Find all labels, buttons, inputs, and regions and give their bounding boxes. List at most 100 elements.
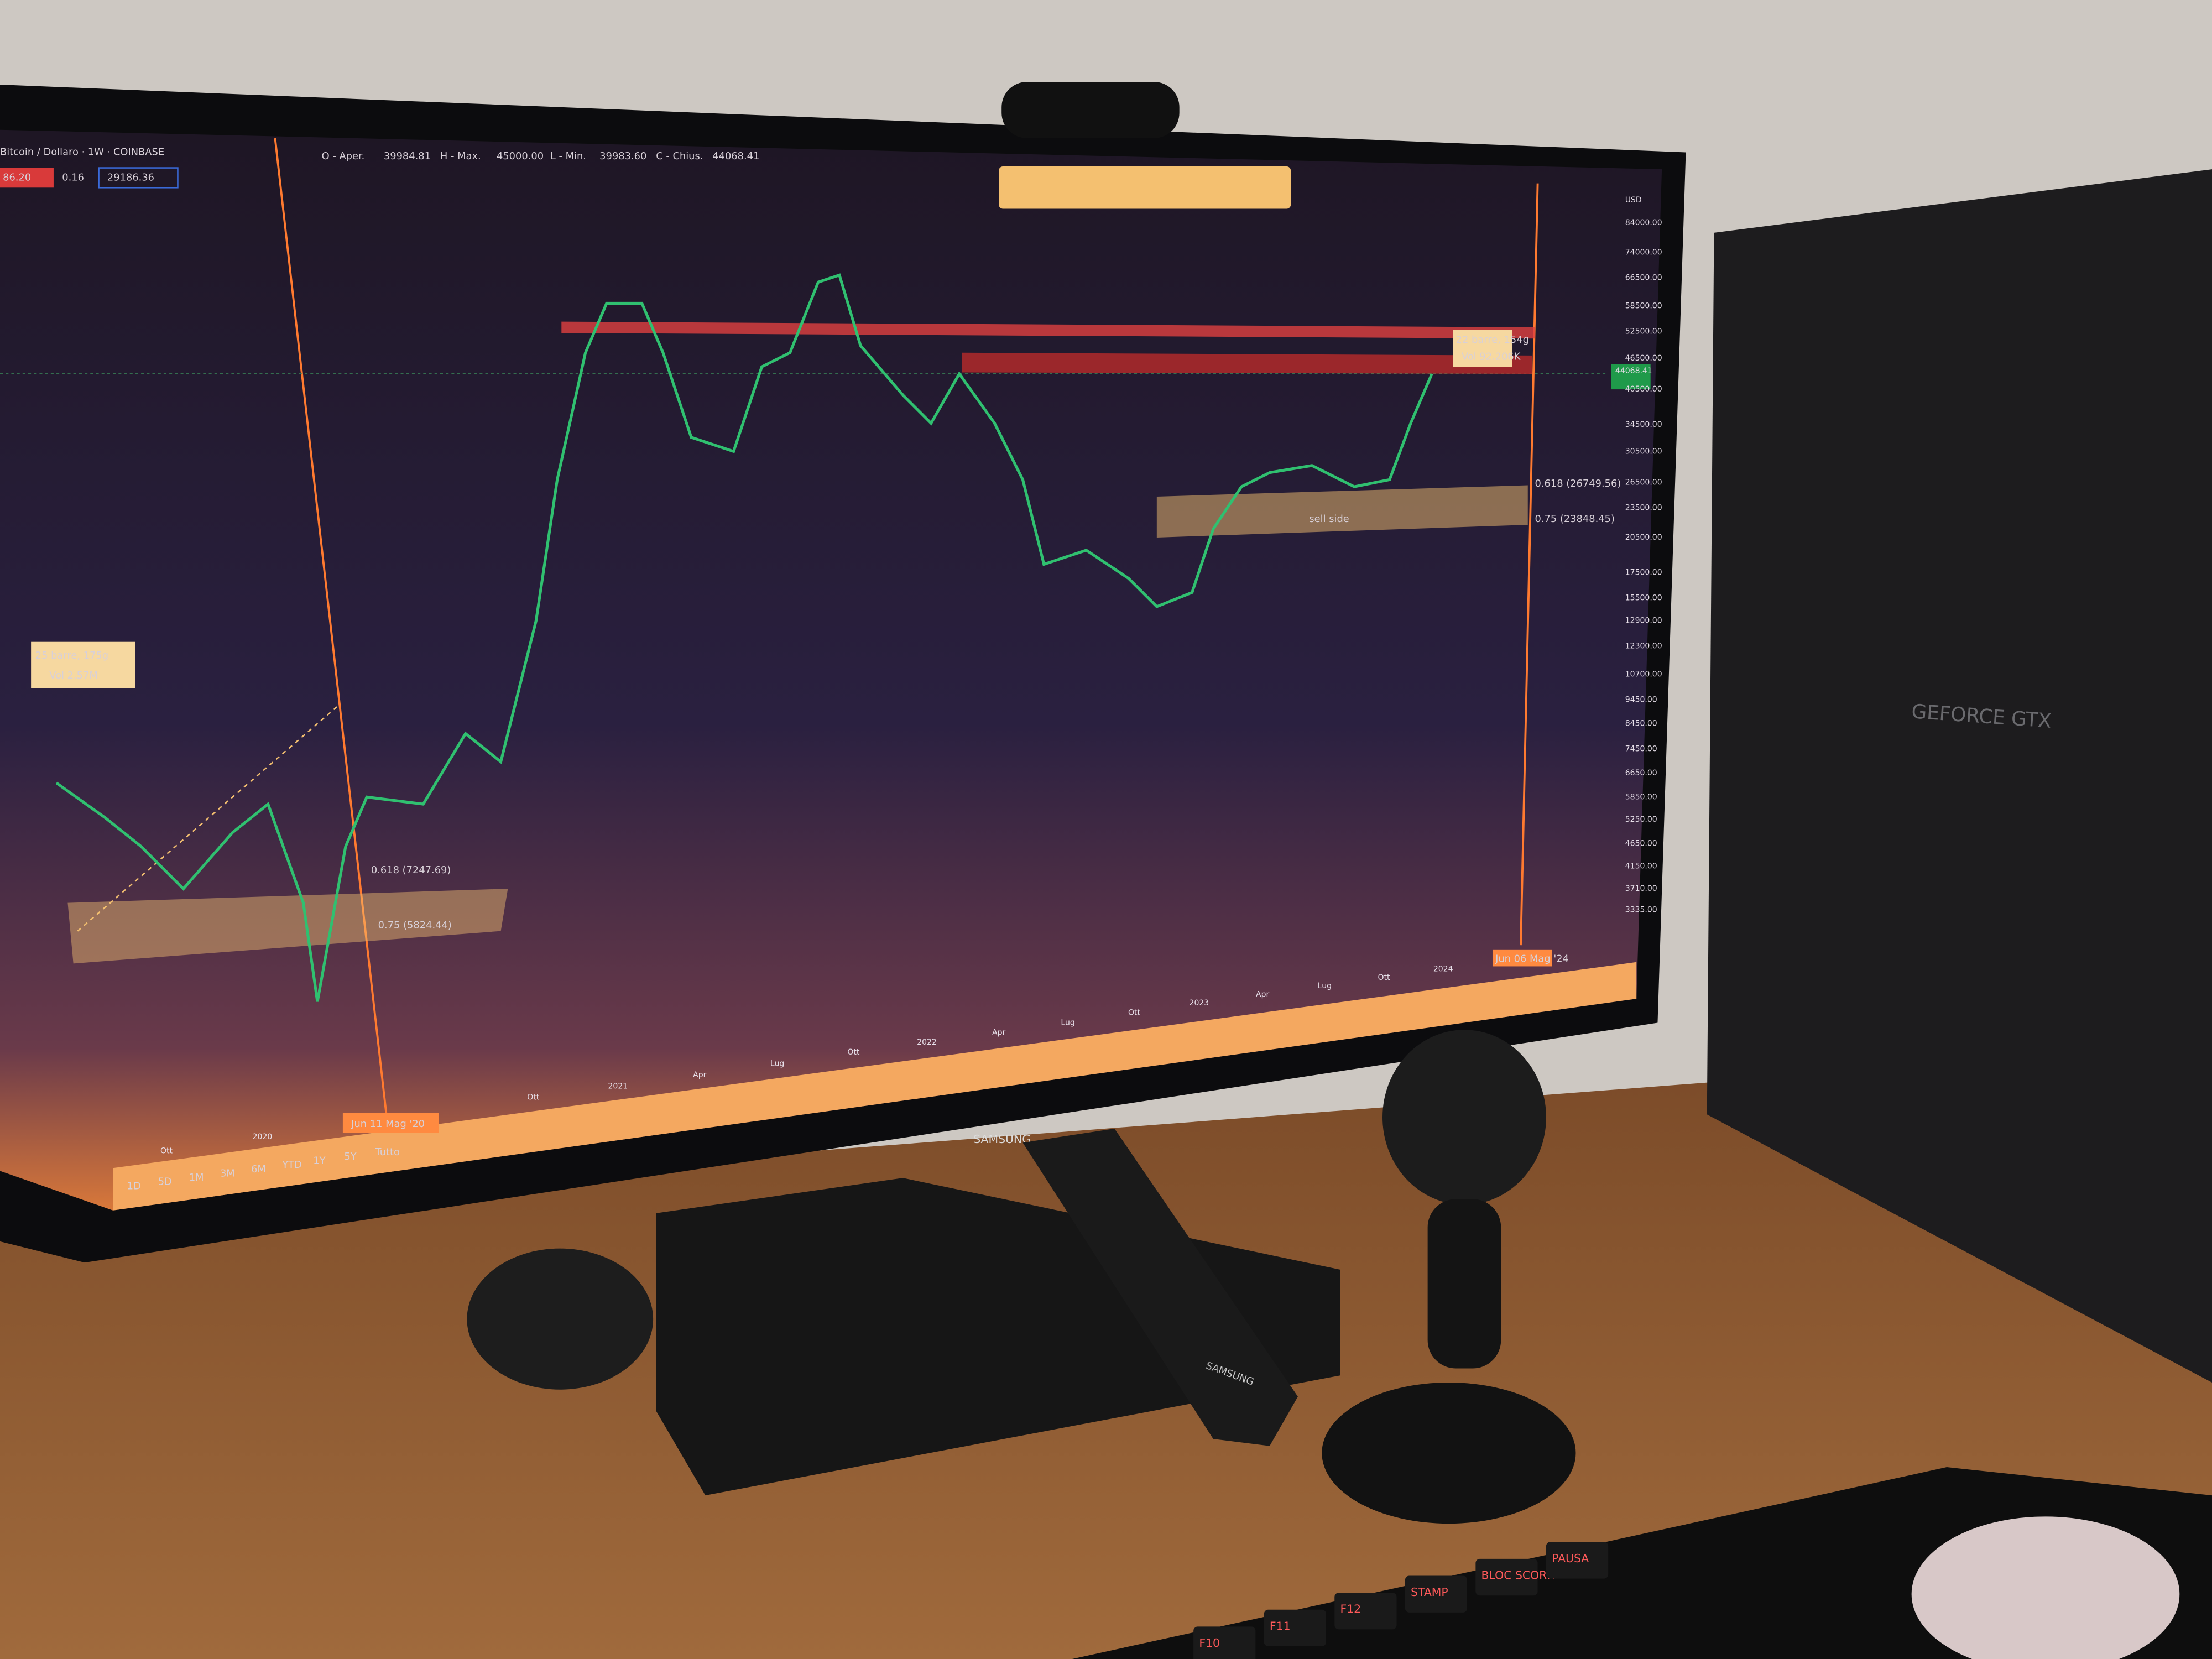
price-label: 10700.00: [1625, 670, 1662, 679]
monitor-brand: SAMSUNG: [973, 1133, 1031, 1146]
microphone-body: [1427, 1199, 1501, 1369]
cursor-left: Jun 11 Mag '20: [351, 1118, 425, 1130]
period-button[interactable]: YTD: [281, 1159, 302, 1171]
time-label: Lug: [1061, 1018, 1074, 1027]
key-label: STAMP: [1411, 1585, 1448, 1599]
price-label: 7450.00: [1625, 745, 1657, 754]
period-button[interactable]: 1Y: [313, 1155, 325, 1166]
microphone-base: [1322, 1383, 1576, 1524]
price-label: 84000.00: [1625, 218, 1662, 227]
measure-bars: 22 barre, 154g: [1456, 334, 1529, 346]
time-label: Ott: [1378, 973, 1391, 982]
measure-box: [1453, 330, 1512, 367]
period-button[interactable]: 3M: [220, 1167, 235, 1179]
ohlc-high-label: H - Max.: [440, 150, 481, 162]
key-label: F12: [1340, 1603, 1361, 1616]
time-label: Apr: [1256, 990, 1269, 999]
price-label: 17500.00: [1625, 568, 1662, 577]
buy-price: 29186.36: [107, 171, 154, 183]
ohlc-open: 39984.81: [384, 150, 431, 162]
time-label: 2022: [917, 1038, 937, 1047]
key-label: BLOC SCORR: [1481, 1568, 1555, 1582]
last-price-tag: [1611, 364, 1651, 390]
period-button[interactable]: Tutto: [375, 1146, 400, 1158]
mouse: [1911, 1516, 2180, 1659]
price-label: 4650.00: [1625, 839, 1657, 848]
period-button[interactable]: 6M: [251, 1164, 266, 1175]
time-label: Ott: [1128, 1009, 1141, 1018]
fib-label: 0.618 (26749.56): [1535, 478, 1621, 489]
time-label: Lug: [770, 1059, 784, 1068]
ohlc-high: 45000.00: [497, 150, 544, 162]
measure-volume: Vol 2.57M: [49, 670, 97, 681]
zone-label: sell side: [1309, 513, 1349, 525]
symbol: Bitcoin / Dollaro · 1W · COINBASE: [0, 147, 164, 158]
buy-box: [98, 167, 179, 189]
key-label: PAUSA: [1552, 1552, 1589, 1565]
period-button[interactable]: 5D: [158, 1176, 172, 1188]
price-label: 74000.00: [1625, 248, 1662, 257]
time-label: Ott: [527, 1093, 540, 1102]
pc-case: [1707, 169, 2212, 1383]
key: [1334, 1593, 1397, 1630]
time-label: Apr: [693, 1071, 706, 1079]
period-button[interactable]: 1D: [127, 1180, 141, 1192]
time-label: 2023: [1190, 999, 1209, 1008]
price-label: 15500.00: [1625, 594, 1662, 603]
time-label: 2021: [608, 1082, 628, 1091]
ohlc-low-label: L - Min.: [550, 150, 586, 162]
key-label: F11: [1270, 1619, 1291, 1632]
price-label: 20500.00: [1625, 533, 1662, 542]
price-label: 52500.00: [1625, 327, 1662, 336]
price-label: 26500.00: [1625, 478, 1662, 487]
fib-label: 0.75 (23848.45): [1535, 513, 1615, 525]
price-label: 58500.00: [1625, 302, 1662, 311]
price-label: 66500.00: [1625, 274, 1662, 283]
price-label: 3335.00: [1625, 905, 1657, 914]
ohlc-close-label: C - Chius.: [656, 150, 703, 162]
ohlc-low: 39983.60: [599, 150, 646, 162]
price-label: 3710.00: [1625, 884, 1657, 893]
time-label: Apr: [992, 1028, 1005, 1037]
price-label: 46500.00: [1625, 354, 1662, 363]
price-label: 9450.00: [1625, 695, 1657, 704]
measure-bars: 25 barre, 175g: [35, 650, 108, 661]
ohlc-open-label: O - Aper.: [322, 150, 365, 162]
price-label: 40500.00: [1625, 385, 1662, 394]
fib-zone: [67, 889, 508, 964]
trend-line: [77, 705, 340, 932]
sell-box: [0, 168, 54, 188]
drawing-toolbar[interactable]: [999, 166, 1291, 209]
price-label: 8450.00: [1625, 719, 1657, 728]
screen: [0, 129, 1662, 1211]
fib-label: 0.618 (7247.69): [371, 864, 451, 876]
last-price: 44068.41: [1615, 367, 1652, 375]
fib-zone: [1156, 485, 1528, 538]
price-label: 23500.00: [1625, 503, 1662, 512]
price-label: 5250.00: [1625, 815, 1657, 824]
time-label: Ott: [160, 1147, 173, 1156]
key: [1193, 1626, 1256, 1659]
time-label: 2020: [253, 1133, 273, 1141]
measure-box: [31, 641, 135, 688]
sell-price: 86.20: [3, 171, 31, 183]
measure-volume: Vol 92.206K: [1462, 351, 1521, 362]
cursor-tag: [1492, 949, 1552, 967]
microphone: [1383, 1030, 1546, 1205]
period-button[interactable]: 5Y: [344, 1151, 356, 1162]
period-button[interactable]: 1M: [189, 1172, 204, 1183]
fib-label: 0.75 (5824.44): [378, 919, 452, 931]
period-bar: [113, 962, 1637, 1211]
price-label: 34500.00: [1625, 420, 1662, 429]
price-label: 5850.00: [1625, 792, 1657, 801]
time-label: Ott: [847, 1048, 860, 1057]
speaker-knob: [467, 1248, 654, 1390]
key-label: F10: [1199, 1636, 1220, 1650]
resistance-zone: [561, 321, 1535, 339]
remote: [1022, 1128, 1298, 1446]
webcam: [1001, 81, 1180, 138]
vertical-line: [274, 138, 389, 1129]
price-label: 6650.00: [1625, 769, 1657, 778]
price-label: 4150.00: [1625, 862, 1657, 870]
